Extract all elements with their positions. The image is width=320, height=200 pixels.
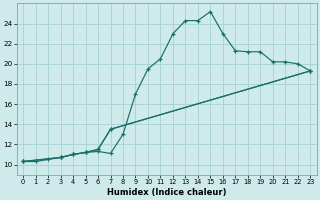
X-axis label: Humidex (Indice chaleur): Humidex (Indice chaleur)	[107, 188, 227, 197]
